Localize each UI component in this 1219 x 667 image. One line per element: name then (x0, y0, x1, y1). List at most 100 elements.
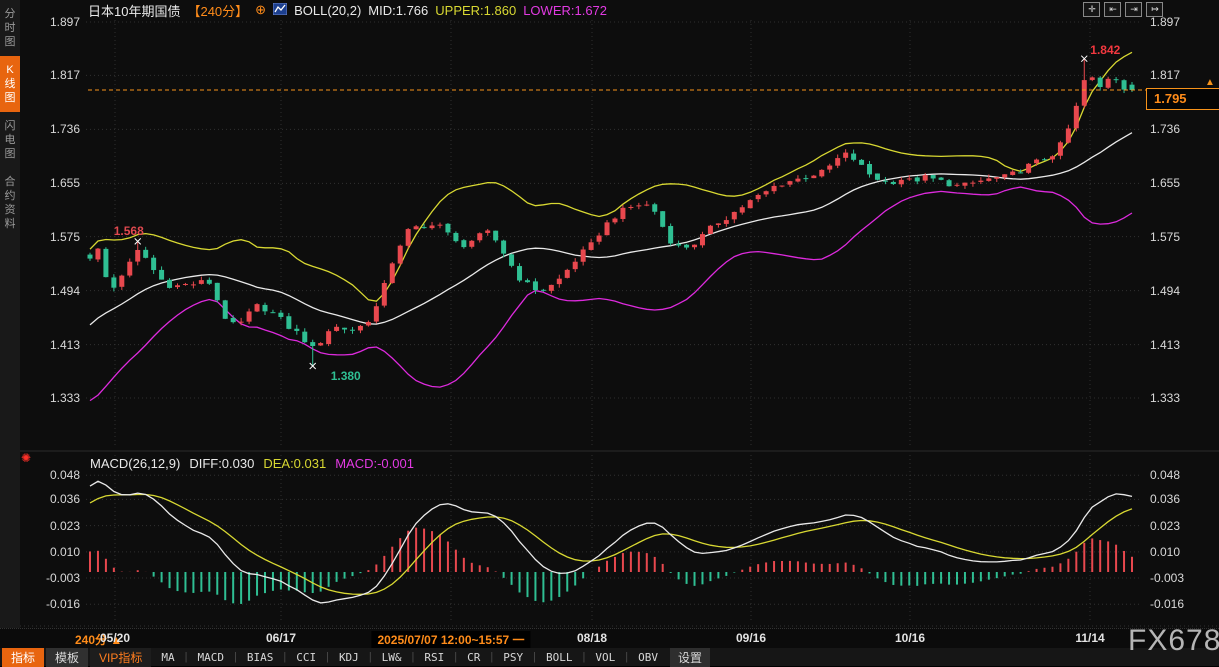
toolbar-separator: | (582, 651, 586, 663)
axis-tick-label: 0.023 (1150, 518, 1181, 533)
toolbar-tab-VIP指标[interactable]: VIP指标 (90, 647, 152, 667)
axis-tick-label: 1.413 (49, 337, 80, 352)
macd-indicator (89, 480, 1133, 604)
expand-x-icon[interactable]: ⇥ (1125, 2, 1142, 17)
pan-tool-icon[interactable]: ✛ (1083, 2, 1100, 17)
toolbar-separator: | (533, 651, 536, 663)
goto-latest-icon[interactable]: ↦ (1146, 2, 1163, 17)
axis-tick-label: 1.736 (49, 122, 80, 137)
boll-upper-value: UPPER:1.860 (435, 2, 517, 18)
indicator-button-CCI[interactable]: CCI (296, 650, 317, 664)
toolbar-separator: | (326, 651, 329, 663)
axis-tick-label: -0.016 (45, 597, 80, 612)
axis-tick-label: 1.897 (49, 15, 80, 29)
axis-tick-label: 0.010 (1150, 544, 1181, 559)
bollinger-bands (89, 51, 1133, 402)
toolbar-separator: | (184, 651, 188, 663)
toolbar-tab-模板[interactable]: 模板 (46, 647, 89, 667)
time-axis-label: 08/18 (576, 631, 608, 645)
chart-type-sidebar: 分 时 图 K 线 图闪 电 图合 约 资 料 (0, 0, 20, 628)
time-axis-label: 09/16 (735, 631, 767, 645)
indicator-button-BIAS[interactable]: BIAS (246, 650, 274, 664)
toolbar-separator: | (625, 651, 629, 663)
period-selector[interactable]: 240分 ▲ (75, 633, 123, 647)
toolbar-separator: | (233, 651, 237, 663)
toolbar-separator: | (411, 651, 415, 663)
indicator-button-OBV[interactable]: OBV (638, 650, 658, 664)
extreme-markers (134, 55, 1088, 370)
candlestick-series (87, 58, 1135, 367)
axis-tick-label: 0.010 (49, 544, 80, 559)
alert-beacon-icon[interactable]: ✺ (21, 451, 32, 465)
chart-legend: 日本10年期国债 【240分】 ⊕ BOLL(20,2) MID:1.766 U… (88, 2, 608, 19)
time-axis-label: 06/17 (265, 631, 297, 645)
axis-tick-label: 1.655 (49, 176, 80, 191)
axis-tick-label: 1.575 (1150, 229, 1181, 244)
chart-window-buttons: ✛ ⇤ ⇥ ↦ (1083, 2, 1163, 17)
indicator-button-CR[interactable]: CR (467, 650, 481, 664)
price-marker-arrow-icon: ▲ (1205, 77, 1215, 88)
indicator-button-MACD[interactable]: MACD (197, 650, 224, 664)
toolbar-tab-指标[interactable]: 指标 (2, 647, 45, 667)
price-annotation-1.380: 1.380 (330, 369, 361, 384)
macd-dea-value: DEA:0.031 (263, 456, 327, 471)
axis-tick-label: 1.494 (49, 283, 80, 298)
sidebar-tab-K线图[interactable]: K 线 图 (0, 56, 20, 112)
toolbar-separator: | (490, 651, 494, 663)
indicator-toolbar: 指标 模板 VIP指标 MA | MACD | BIAS | CCI | KDJ | LW& | RSI | CR… (0, 647, 1219, 667)
indicator-button-PSY[interactable]: PSY (503, 650, 524, 664)
boll-label: BOLL(20,2) (294, 2, 362, 18)
sidebar-tab-合约资料[interactable]: 合 约 资 料 (4, 176, 16, 230)
axis-tick-label: 1.413 (1150, 337, 1181, 352)
indicator-button-KDJ[interactable]: KDJ (338, 650, 359, 664)
axis-tick-label: 1.736 (1150, 122, 1181, 137)
compress-x-icon[interactable]: ⇤ (1104, 2, 1121, 17)
macd-diff-value: DIFF:0.030 (189, 456, 255, 471)
toolbar-separator: | (454, 651, 458, 663)
watermark: FX678 (1128, 624, 1219, 657)
indicator-button-VOL[interactable]: VOL (595, 650, 616, 664)
price-annotation-1.568: 1.568 (113, 224, 144, 239)
indicator-button-RSI[interactable]: RSI (424, 650, 445, 664)
axis-tick-label: 1.817 (1150, 68, 1181, 83)
toolbar-separator: | (283, 651, 287, 663)
add-indicator-icon[interactable]: ⊕ (255, 2, 267, 17)
crosshair-time-readout: 2025/07/07 12:00~15:57 一 (371, 631, 531, 648)
axis-tick-label: 1.817 (49, 68, 80, 83)
time-axis-label: 05/20 (99, 631, 131, 645)
axis-tick-label: 0.036 (1150, 492, 1181, 507)
instrument-title: 日本10年期国债 (88, 3, 181, 19)
axis-tick-label: 0.048 (1150, 468, 1181, 483)
indicator-button-BOLL[interactable]: BOLL (545, 650, 573, 664)
main-chart-canvas[interactable] (0, 0, 1219, 628)
last-price-tag: 1.795 (1146, 88, 1219, 110)
time-axis-label: 10/16 (894, 631, 926, 645)
axis-tick-label: 1.333 (1150, 391, 1181, 406)
macd-hist-value: MACD:-0.001 (335, 456, 414, 471)
toolbar-separator: | (368, 651, 372, 663)
axis-tick-label: 1.655 (1150, 176, 1181, 191)
boll-lower-value: LOWER:1.672 (523, 2, 608, 18)
interval-label[interactable]: 【240分】 (187, 3, 249, 19)
indicator-button-MA[interactable]: MA (161, 650, 175, 664)
indicator-button-LW&[interactable]: LW& (381, 650, 402, 664)
sidebar-tab-闪电图[interactable]: 闪 电 图 (4, 120, 16, 160)
axis-tick-label: 1.333 (49, 391, 80, 406)
axis-tick-label: 0.048 (49, 468, 80, 483)
axis-tick-label: -0.003 (45, 571, 80, 586)
price-annotation-1.842: 1.842 (1090, 42, 1121, 57)
axis-tick-label: -0.016 (1150, 597, 1185, 612)
line-chart-icon[interactable] (272, 2, 288, 18)
axis-tick-label: 1.897 (1150, 15, 1181, 29)
axis-tick-label: 0.023 (49, 518, 80, 533)
axis-tick-label: 1.575 (49, 229, 80, 244)
axis-tick-label: 0.036 (49, 492, 80, 507)
time-axis: 240分 ▲ 05/20 06/17 2025/07/07 12:00~15:57 … (0, 628, 1219, 649)
settings-button[interactable]: 设置 (669, 647, 710, 667)
sidebar-tab-分时图[interactable]: 分 时 图 (4, 8, 16, 48)
boll-mid-value: MID:1.766 (368, 2, 429, 18)
axis-tick-label: -0.003 (1150, 571, 1185, 586)
grid-lines (20, 20, 1219, 627)
macd-legend: MACD(26,12,9) DIFF:0.030 DEA:0.031 MACD:… (90, 456, 414, 471)
axis-tick-label: 1.494 (1150, 283, 1181, 298)
